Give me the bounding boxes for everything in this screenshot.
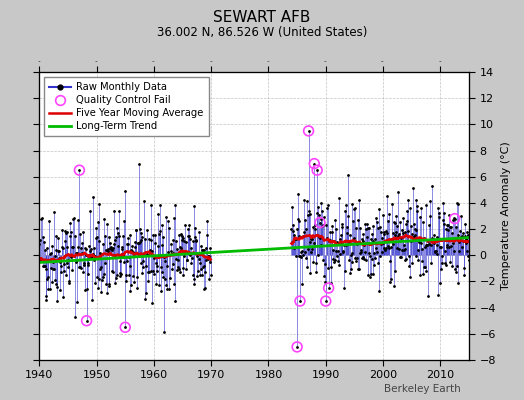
Point [293,344,301,350]
Text: Berkeley Earth: Berkeley Earth [385,384,461,394]
Text: SEWART AFB: SEWART AFB [213,10,311,25]
Point [324,285,333,291]
Point [322,298,330,304]
Point [121,324,129,330]
Point [313,167,321,173]
Point [316,219,324,226]
Point [304,128,313,134]
Legend: Raw Monthly Data, Quality Control Fail, Five Year Moving Average, Long-Term Tren: Raw Monthly Data, Quality Control Fail, … [45,77,209,136]
Point [82,318,91,324]
Text: 36.002 N, 86.526 W (United States): 36.002 N, 86.526 W (United States) [157,26,367,39]
Point [451,216,459,222]
Point [75,167,84,173]
Y-axis label: Temperature Anomaly (°C): Temperature Anomaly (°C) [501,142,511,290]
Point [310,160,319,167]
Point [296,298,304,304]
